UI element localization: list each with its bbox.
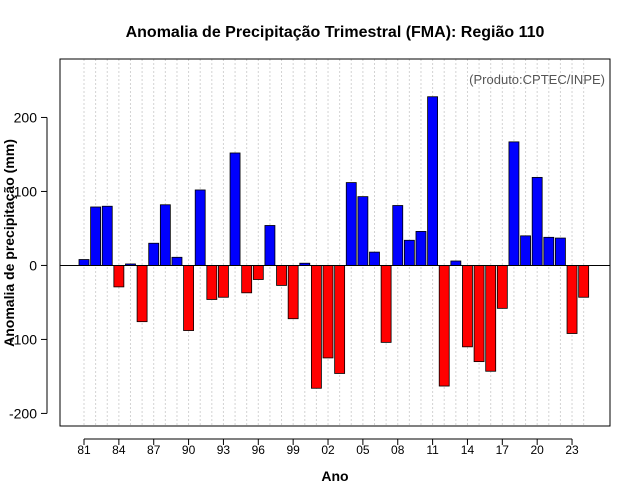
y-axis-title: Anomalia de precipitação (mm) (1, 139, 17, 347)
bar-2013 (450, 260, 462, 266)
y-tick-label: -200 (9, 405, 37, 421)
bar-2006 (369, 251, 380, 266)
bar-1993 (218, 265, 229, 298)
bar-1986 (136, 265, 148, 323)
bar-1990 (183, 265, 194, 331)
x-tick-label: 08 (391, 443, 405, 457)
bar-2011 (427, 96, 439, 266)
bar-2019 (520, 235, 531, 266)
bar-2010 (415, 231, 427, 266)
bar-2015 (473, 265, 485, 363)
bar-2014 (462, 265, 473, 348)
bar-1987 (148, 242, 160, 266)
x-tick-label: 02 (321, 443, 335, 457)
y-tick-label: 100 (14, 183, 38, 199)
x-tick-label: 90 (182, 443, 196, 457)
bar-2023 (566, 265, 578, 334)
bar-2022 (555, 237, 566, 266)
x-tick-label: 05 (356, 443, 370, 457)
bar-1989 (171, 256, 183, 266)
bar-2007 (380, 265, 392, 343)
bar-2021 (543, 236, 555, 266)
bar-1994 (229, 152, 241, 266)
bar-2024 (578, 265, 590, 298)
x-tick-label: 11 (426, 443, 439, 457)
bar-2005 (357, 196, 369, 266)
bar-1998 (276, 265, 287, 286)
x-tick-label: 14 (461, 443, 475, 457)
y-tick-label: 200 (14, 109, 38, 125)
bar-2012 (438, 265, 450, 387)
bar-2001 (310, 265, 322, 389)
bar-2020 (531, 176, 543, 266)
x-axis-title: Ano (321, 468, 348, 484)
x-tick-label: 20 (531, 443, 545, 457)
bar-2009 (403, 239, 415, 266)
x-tick-label: 17 (496, 443, 510, 457)
bar-2018 (508, 141, 520, 266)
bar-1996 (252, 265, 264, 280)
bar-2008 (392, 205, 404, 266)
bars (78, 96, 590, 389)
bar-2004 (345, 182, 357, 266)
y-tick-label: 0 (29, 257, 37, 273)
bar-1983 (101, 205, 113, 266)
plot-area-border (59, 58, 611, 427)
y-axis: -200 -100 0 100 200 (9, 109, 48, 421)
bar-1988 (159, 204, 171, 266)
x-tick-label: 93 (217, 443, 231, 457)
chart-title: Anomalia de Precipitação Trimestral (FMA… (126, 24, 545, 41)
bar-2002 (322, 265, 334, 359)
bar-1992 (206, 265, 218, 300)
credit-annotation: (Produto:CPTEC/INPE) (469, 72, 605, 87)
bar-1982 (90, 206, 102, 266)
bar-1991 (194, 189, 206, 266)
bar-1999 (287, 265, 299, 320)
bar-2017 (496, 265, 508, 309)
bar-2003 (334, 265, 346, 374)
x-tick-label: 81 (77, 443, 91, 457)
bar-2016 (485, 265, 497, 372)
bar-1984 (113, 265, 125, 288)
x-tick-label: 23 (565, 443, 579, 457)
y-tick-label: -100 (9, 331, 37, 347)
bar-1995 (241, 265, 253, 294)
bar-1981 (78, 259, 90, 266)
x-axis: 81 84 87 90 93 96 99 02 05 08 11 14 17 20 23 (77, 438, 579, 457)
x-tick-label: 99 (286, 443, 300, 457)
x-tick-label: 96 (252, 443, 266, 457)
x-tick-label: 84 (112, 443, 126, 457)
x-tick-label: 87 (147, 443, 161, 457)
bar-1997 (264, 225, 276, 266)
